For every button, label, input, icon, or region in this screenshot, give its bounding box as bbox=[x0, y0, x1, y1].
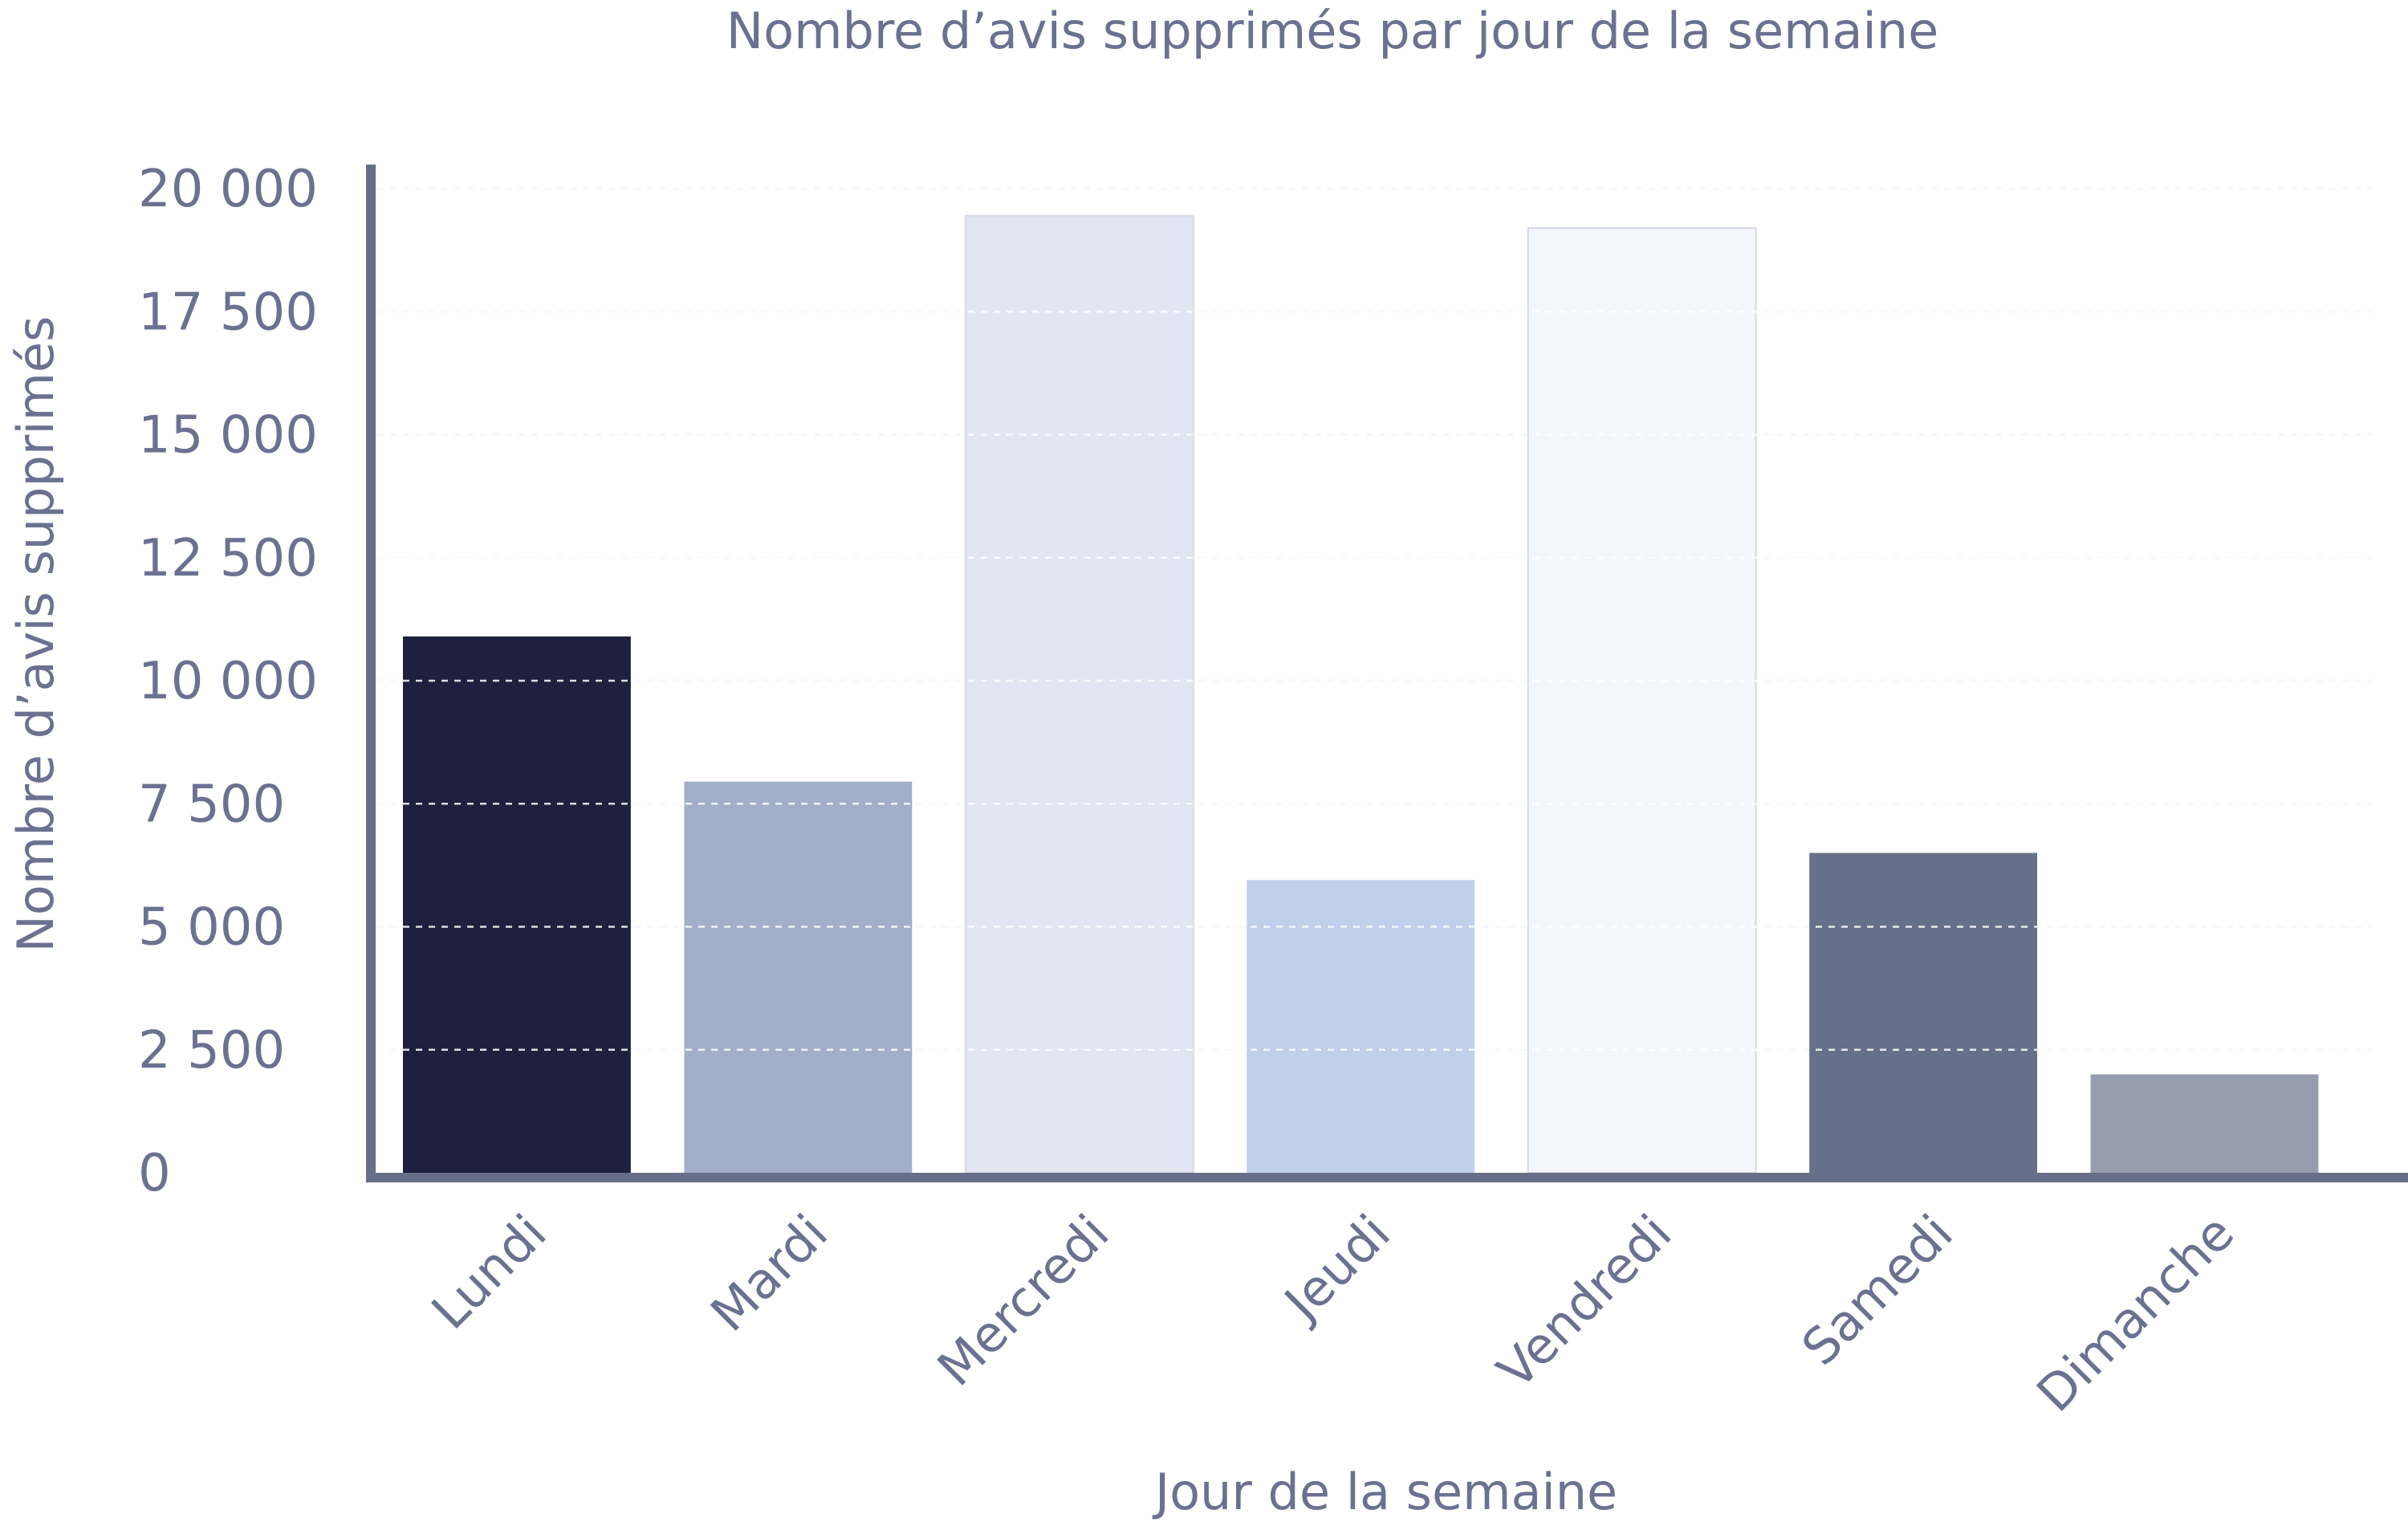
y-tick-label: 20 000 bbox=[138, 160, 318, 219]
bar-mercredi bbox=[964, 214, 1194, 1174]
x-tick-label: Samedi bbox=[1791, 1203, 1964, 1377]
x-tick-label: Lundi bbox=[421, 1203, 558, 1341]
chart-axes bbox=[366, 165, 2408, 1182]
y-tick-labels: 0 2 500 5 000 7 500 10 000 12 500 15 000 17 500… bbox=[138, 160, 318, 1203]
bar-vendredi bbox=[1527, 227, 1757, 1174]
bar-mardi bbox=[684, 781, 913, 1173]
bar-jeudi bbox=[1247, 880, 1475, 1173]
y-tick-label: 5 000 bbox=[138, 898, 285, 958]
x-tick-labels: Lundi Mardi Mercredi Jeudi Vendredi Samedi Dim… bbox=[421, 1203, 2245, 1423]
y-tick-label: 17 500 bbox=[138, 283, 318, 342]
gridlines-overlay bbox=[377, 187, 2372, 1051]
x-tick-label: Dimanche bbox=[2025, 1203, 2245, 1423]
bars bbox=[403, 214, 2319, 1174]
x-tick-label: Jeudi bbox=[1271, 1203, 1401, 1333]
x-tick-label: Mercredi bbox=[926, 1203, 1121, 1398]
y-tick-label: 10 000 bbox=[138, 652, 318, 711]
bar-lundi bbox=[403, 636, 631, 1173]
y-tick-label: 15 000 bbox=[138, 406, 318, 466]
y-axis-label: Nombre d’avis supprimés bbox=[6, 316, 65, 953]
y-tick-label: 2 500 bbox=[138, 1021, 285, 1080]
x-tick-label: Mardi bbox=[699, 1203, 839, 1343]
y-tick-label: 12 500 bbox=[138, 529, 318, 588]
y-tick-label: 0 bbox=[138, 1144, 171, 1203]
x-axis-label: Jour de la semaine bbox=[1152, 1463, 1617, 1521]
x-tick-label: Vendredi bbox=[1486, 1203, 1682, 1400]
bar-dimanche bbox=[2090, 1074, 2319, 1173]
y-tick-label: 7 500 bbox=[138, 775, 285, 834]
chart-title: Nombre d’avis supprimés par jour de la s… bbox=[726, 2, 1938, 60]
bar-samedi bbox=[1809, 852, 2037, 1173]
